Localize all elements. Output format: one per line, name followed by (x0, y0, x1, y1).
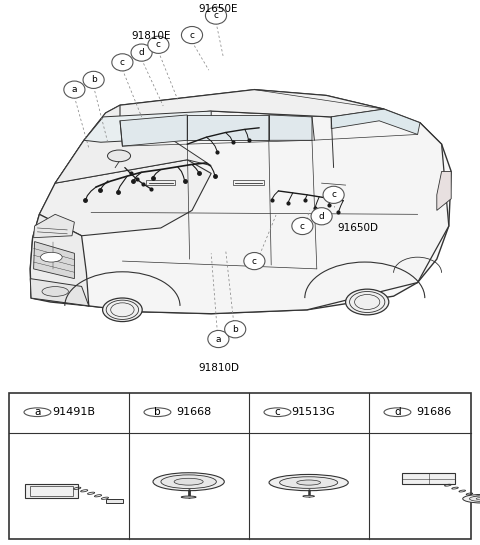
Circle shape (148, 36, 169, 53)
Text: 91650E: 91650E (199, 4, 238, 14)
Text: b: b (91, 75, 96, 84)
Ellipse shape (42, 287, 69, 296)
Ellipse shape (303, 495, 314, 497)
Ellipse shape (469, 496, 480, 501)
Ellipse shape (103, 298, 142, 322)
Circle shape (112, 54, 133, 71)
Circle shape (131, 44, 152, 61)
Polygon shape (30, 89, 451, 314)
Text: c: c (300, 221, 305, 231)
Polygon shape (331, 109, 420, 135)
Circle shape (205, 7, 227, 24)
Ellipse shape (108, 150, 131, 162)
Polygon shape (30, 214, 89, 306)
Circle shape (225, 320, 246, 338)
Circle shape (384, 408, 411, 416)
Circle shape (181, 27, 203, 44)
Ellipse shape (279, 477, 338, 488)
Polygon shape (55, 105, 211, 183)
Circle shape (144, 408, 171, 416)
Text: b: b (154, 407, 161, 417)
Circle shape (323, 186, 344, 203)
Ellipse shape (174, 479, 203, 485)
Text: 91668: 91668 (176, 407, 211, 417)
Polygon shape (437, 172, 451, 210)
Text: 91810E: 91810E (132, 31, 171, 41)
Ellipse shape (476, 498, 480, 500)
Polygon shape (84, 111, 211, 142)
Circle shape (24, 408, 51, 416)
Circle shape (264, 408, 291, 416)
Polygon shape (120, 89, 384, 121)
Text: c: c (331, 190, 336, 199)
Ellipse shape (40, 252, 62, 262)
Polygon shape (120, 115, 187, 146)
Text: c: c (214, 11, 218, 20)
Text: a: a (216, 335, 221, 343)
Circle shape (244, 252, 265, 270)
Ellipse shape (297, 480, 321, 485)
Text: c: c (190, 31, 194, 40)
Text: c: c (156, 40, 161, 49)
Text: c: c (120, 58, 125, 67)
Text: b: b (232, 325, 238, 334)
Bar (233, 180, 264, 185)
Circle shape (64, 81, 85, 98)
Text: a: a (34, 407, 41, 417)
Polygon shape (34, 214, 74, 238)
Polygon shape (269, 115, 312, 140)
Bar (402, 473, 455, 485)
Polygon shape (30, 278, 89, 306)
Text: 91650D: 91650D (337, 223, 378, 233)
Text: 91686: 91686 (416, 407, 451, 417)
Polygon shape (39, 160, 211, 236)
Polygon shape (55, 111, 449, 314)
Circle shape (311, 208, 332, 225)
Ellipse shape (153, 473, 224, 490)
Bar (146, 180, 175, 185)
Text: d: d (139, 48, 144, 57)
Circle shape (292, 217, 313, 234)
Text: 91491B: 91491B (52, 407, 95, 417)
Bar (106, 499, 123, 502)
Ellipse shape (463, 494, 480, 503)
Polygon shape (34, 241, 74, 278)
Circle shape (83, 71, 104, 88)
Text: 91810D: 91810D (198, 364, 239, 373)
Ellipse shape (269, 475, 348, 490)
Ellipse shape (346, 289, 389, 315)
Text: c: c (252, 257, 257, 265)
Text: 91513G: 91513G (291, 407, 336, 417)
Circle shape (208, 330, 229, 348)
Polygon shape (25, 485, 78, 498)
Text: d: d (394, 407, 401, 417)
Text: a: a (72, 85, 77, 94)
Polygon shape (187, 115, 269, 140)
Ellipse shape (161, 475, 216, 488)
Text: c: c (275, 407, 280, 417)
Text: d: d (319, 212, 324, 221)
Ellipse shape (181, 496, 196, 498)
